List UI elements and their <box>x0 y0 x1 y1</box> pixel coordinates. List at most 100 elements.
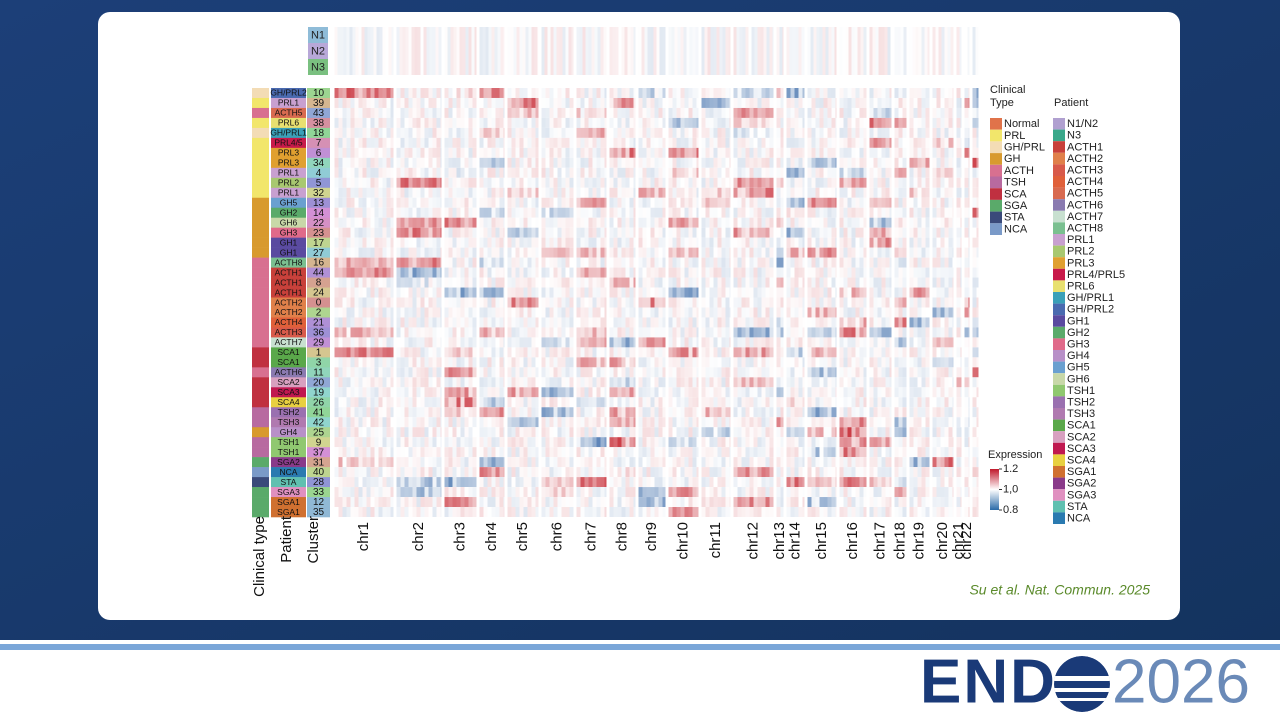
heatmap-cell <box>440 257 442 268</box>
heatmap-cell <box>584 337 589 348</box>
heatmap-cell <box>761 177 766 188</box>
heatmap-cell <box>925 117 930 128</box>
heatmap-cell <box>668 88 673 98</box>
heatmap-cell <box>725 217 730 228</box>
heatmap-cell <box>913 227 918 238</box>
heatmap-cell <box>717 107 722 118</box>
heatmap-cell <box>851 127 856 138</box>
heatmap-cell <box>725 88 730 98</box>
heatmap-cell <box>807 207 812 218</box>
heatmap-cell <box>794 157 799 168</box>
heatmap-cell <box>925 137 930 148</box>
heatmap-cell <box>596 97 601 108</box>
heatmap-cell <box>790 88 795 98</box>
heatmap-cell <box>576 157 581 168</box>
heatmap-cell <box>396 287 401 298</box>
heatmap-cell <box>717 367 722 378</box>
heatmap-cell <box>561 307 566 318</box>
heatmap-cell <box>609 147 614 158</box>
heatmap-cell <box>917 217 922 228</box>
heatmap-cell <box>588 307 593 318</box>
heatmap-cell <box>448 207 453 218</box>
heatmap-cell <box>600 97 605 108</box>
heatmap-cell <box>672 287 677 298</box>
heatmap-cell <box>382 127 387 138</box>
heatmap-cell <box>386 387 391 398</box>
heatmap-cell <box>456 337 461 348</box>
heatmap-cell <box>621 147 626 158</box>
heatmap-cell <box>790 127 795 138</box>
heatmap-cell <box>680 337 685 348</box>
heatmap-cell <box>440 157 442 168</box>
heatmap-cell <box>576 297 581 308</box>
heatmap-cell <box>358 217 363 228</box>
heatmap-cell <box>776 147 781 158</box>
heatmap-cell <box>519 367 524 378</box>
heatmap-cell <box>487 167 492 178</box>
heatmap-cell <box>877 357 882 368</box>
heatmap-cell <box>729 247 731 258</box>
heatmap-cell <box>753 167 758 178</box>
heatmap-cell <box>654 377 659 388</box>
heatmap-cell <box>662 257 666 268</box>
heatmap-cell <box>863 137 867 148</box>
heatmap-cell <box>863 237 867 248</box>
heatmap-cell <box>580 207 585 218</box>
heatmap-cell <box>592 287 597 298</box>
heatmap-cell <box>495 147 500 158</box>
heatmap-cell <box>851 277 856 288</box>
heatmap-cell <box>350 357 355 368</box>
heatmap-cell <box>621 207 626 218</box>
heatmap-cell <box>940 257 945 268</box>
heatmap-cell <box>334 217 339 228</box>
heatmap-cell <box>596 277 601 288</box>
heatmap-cell <box>511 317 516 328</box>
heatmap-cell <box>692 117 697 128</box>
heatmap-cell <box>576 247 581 258</box>
heatmap-cell <box>827 257 832 268</box>
heatmap-cell <box>831 307 836 318</box>
heatmap-cell <box>483 407 488 418</box>
heatmap-cell <box>696 317 699 328</box>
heatmap-cell <box>629 137 634 148</box>
heatmap-cell <box>786 177 791 188</box>
heatmap-cell <box>709 127 714 138</box>
heatmap-cell <box>596 337 601 348</box>
heatmap-cell <box>638 227 643 238</box>
heatmap-cell <box>416 367 421 378</box>
heatmap-cell <box>511 197 516 208</box>
heatmap-cell <box>576 277 581 288</box>
heatmap-cell <box>737 247 742 258</box>
heatmap-cell <box>932 367 937 378</box>
heatmap-cell <box>827 267 832 278</box>
heatmap-cell <box>535 167 539 178</box>
heatmap-cell <box>672 297 677 308</box>
heatmap-cell <box>396 167 401 178</box>
heatmap-cell <box>807 327 812 338</box>
heatmap-cell <box>452 297 457 308</box>
heatmap-cell <box>452 137 457 148</box>
heatmap-cell <box>831 137 836 148</box>
heatmap-cell <box>541 147 546 158</box>
heatmap-cell <box>515 287 520 298</box>
heatmap-cell <box>378 167 383 178</box>
heatmap-cell <box>881 197 886 208</box>
heatmap-cell <box>776 217 781 228</box>
heatmap-cell <box>404 347 409 358</box>
heatmap-cell <box>802 157 805 168</box>
heatmap-cell <box>863 357 867 368</box>
heatmap-cell <box>869 247 874 258</box>
heatmap-cell <box>565 297 570 308</box>
heatmap-cell <box>807 377 812 388</box>
heatmap-cell <box>420 117 425 128</box>
heatmap-cell <box>531 137 536 148</box>
heatmap-cell <box>757 247 762 258</box>
heatmap-cell <box>527 327 532 338</box>
heatmap-cell <box>604 157 607 168</box>
heatmap-cell <box>713 357 718 368</box>
heatmap-cell <box>794 327 799 338</box>
heatmap-cell <box>515 257 520 268</box>
heatmap-cell <box>696 157 699 168</box>
heatmap-cell <box>831 217 836 228</box>
heatmap-cell <box>549 377 554 388</box>
